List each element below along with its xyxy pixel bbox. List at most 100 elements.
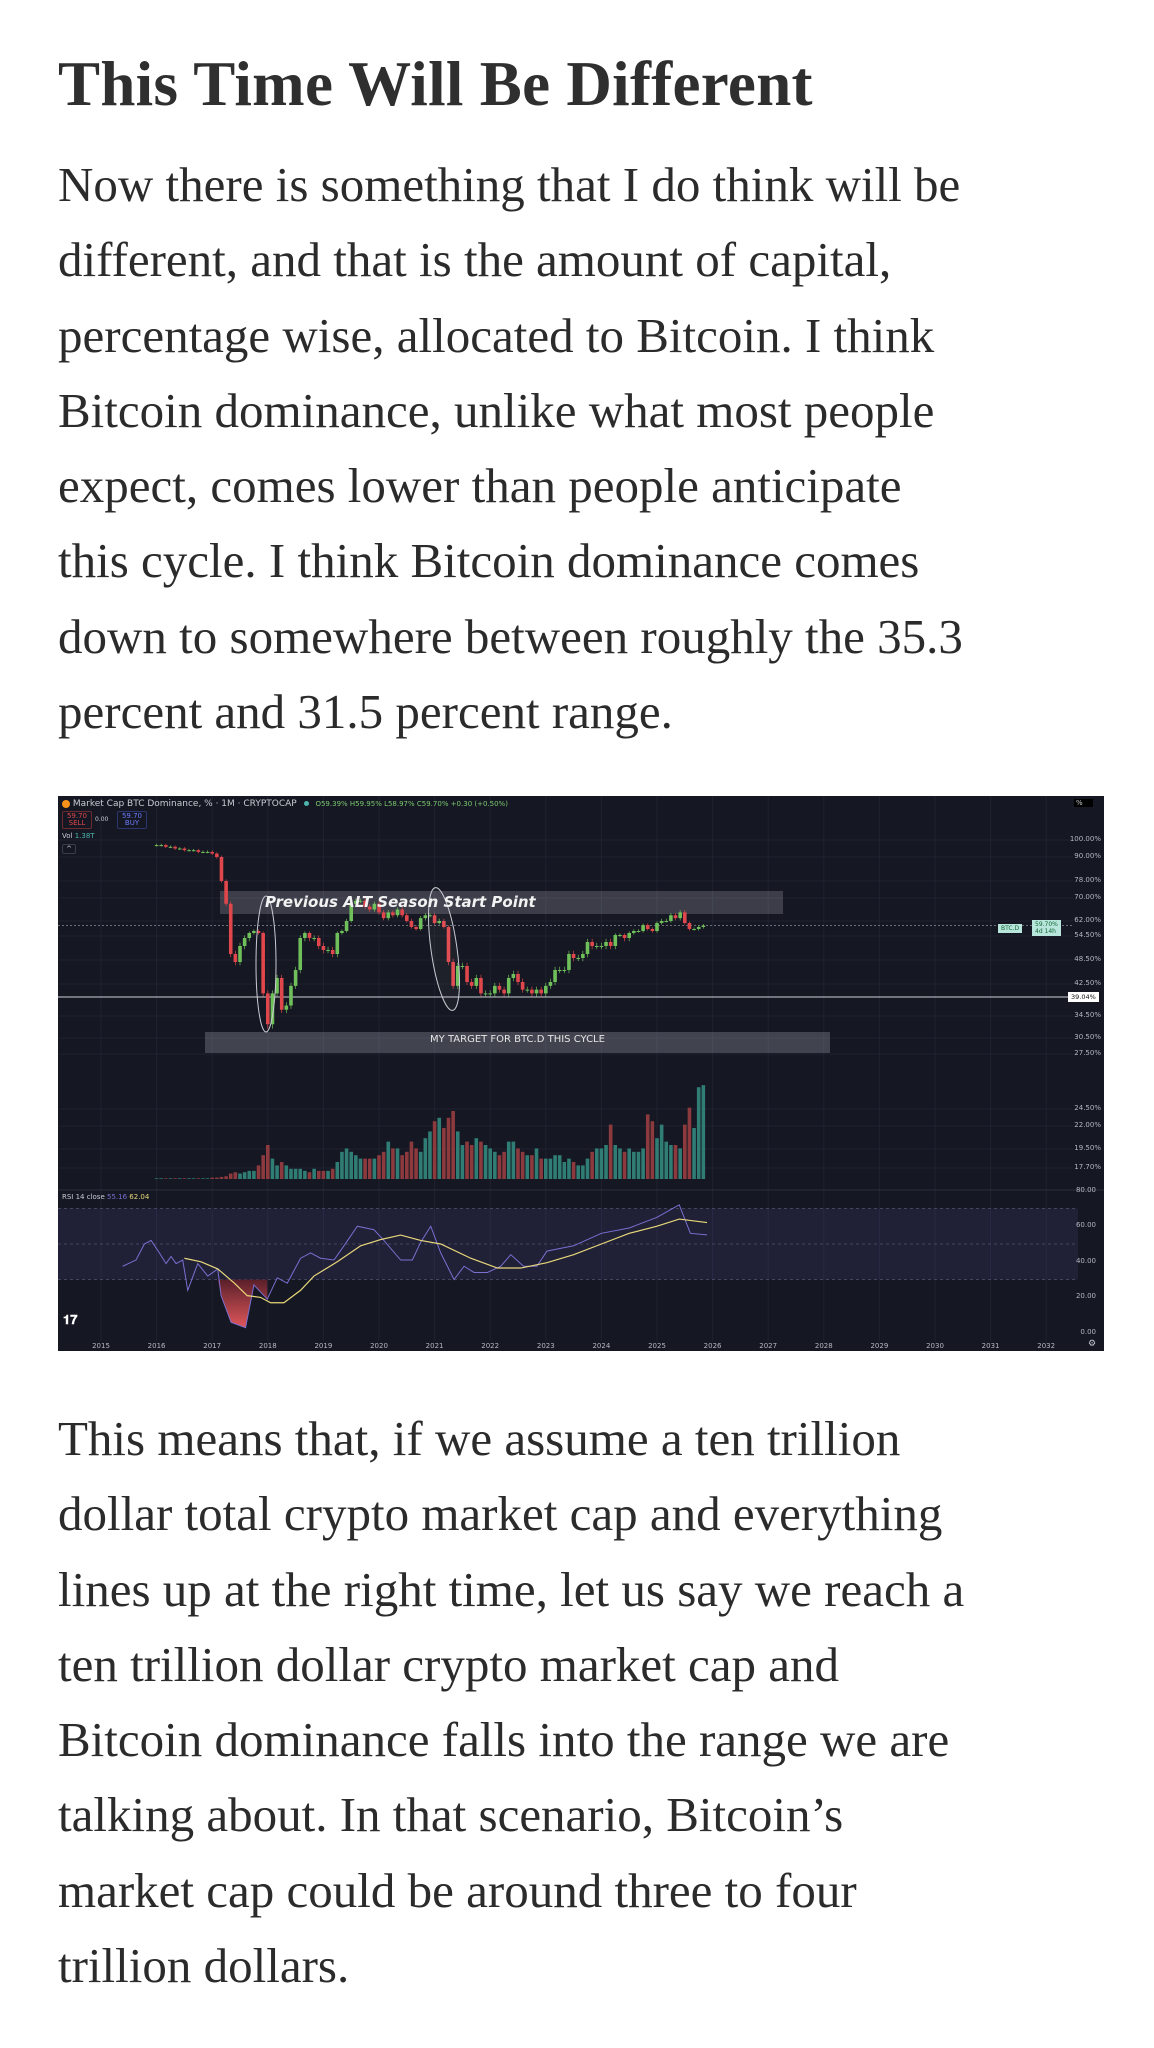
y-tick-label: 62.00%: [1074, 916, 1101, 924]
candle: [497, 985, 502, 990]
candle: [673, 915, 678, 919]
collapse-chevron-up-icon[interactable]: ^: [62, 844, 76, 854]
rsi-value: 55.16: [107, 1193, 128, 1201]
volume-value: 1.38T: [74, 832, 95, 840]
volume-bar: [650, 1121, 655, 1179]
volume-legend: Vol 1.38T: [62, 832, 95, 840]
candle: [446, 927, 451, 962]
rsi-tick-label: 0.00: [1080, 1328, 1096, 1336]
volume-bar: [409, 1141, 414, 1179]
volume-bar: [516, 1148, 520, 1179]
x-tick-label: 2026: [703, 1342, 722, 1350]
article-paragraph-2: This means that, if we assume a ten tril…: [58, 1401, 1118, 2003]
candle: [590, 942, 594, 946]
paragraph-line: ten trillion dollar crypto market cap an…: [58, 1636, 840, 1692]
candle: [659, 921, 664, 923]
sell-button[interactable]: 59.70 SELL: [62, 811, 92, 829]
candle: [405, 915, 409, 921]
volume-bar: [590, 1151, 594, 1179]
volume-bar: [442, 1128, 446, 1179]
candle: [641, 925, 645, 931]
y-tick-label: 42.50%: [1074, 979, 1101, 987]
candle: [469, 982, 474, 986]
candle: [608, 942, 613, 946]
volume-bar: [219, 1176, 224, 1179]
paragraph-line: different, and that is the amount of cap…: [58, 232, 892, 288]
volume-bar: [215, 1177, 219, 1179]
settings-gear-icon[interactable]: ⚙: [1088, 1339, 1097, 1349]
candle: [594, 946, 599, 947]
candle: [344, 921, 349, 931]
candle: [372, 903, 377, 910]
volume-bar: [405, 1151, 409, 1179]
y-tick-label: 48.50%: [1074, 955, 1101, 963]
candle: [289, 985, 293, 1006]
candle: [358, 900, 363, 902]
volume-bar: [581, 1165, 585, 1179]
volume-bar: [594, 1148, 599, 1179]
candle: [567, 954, 571, 970]
volume-bar: [391, 1148, 395, 1179]
candle: [349, 903, 353, 921]
candle: [599, 946, 604, 947]
rsi-ma-line: [184, 1218, 708, 1304]
volume-bar: [673, 1145, 678, 1179]
paragraph-line: trillion dollars.: [58, 1938, 350, 1994]
y-tick-label: 90.00%: [1074, 852, 1101, 860]
volume-bar: [641, 1148, 645, 1179]
rsi-tick-label: 40.00: [1075, 1256, 1096, 1265]
volume-bar: [683, 1124, 687, 1179]
buy-button[interactable]: 59.70 BUY: [117, 811, 147, 829]
paragraph-line: Bitcoin dominance, unlike what most peop…: [58, 382, 935, 438]
candle: [391, 912, 395, 916]
candle: [432, 915, 437, 923]
candle: [256, 931, 261, 933]
candle: [696, 927, 701, 929]
candle: [164, 845, 168, 847]
y-tick-label: 70.00%: [1074, 893, 1101, 901]
sell-price: 59.70: [66, 812, 88, 820]
axis-unit: %: [1074, 799, 1093, 807]
volume-bar: [632, 1151, 636, 1179]
candle: [363, 900, 367, 907]
x-tick-label: 2016: [147, 1342, 166, 1350]
volume-bar: [238, 1173, 242, 1179]
volume-bar: [567, 1158, 571, 1179]
volume-bar: [233, 1172, 238, 1179]
candle: [650, 929, 655, 931]
candle: [242, 938, 247, 946]
candle: [298, 938, 303, 970]
volume-bar: [511, 1141, 516, 1179]
volume-bar: [182, 1178, 187, 1179]
volume-bar: [618, 1148, 622, 1179]
volume-bar: [191, 1178, 196, 1179]
candle: [632, 931, 636, 933]
volume-bar: [363, 1158, 367, 1179]
volume-bar: [446, 1117, 451, 1179]
volume-bar: [664, 1141, 669, 1179]
paragraph-line: this cycle. I think Bitcoin dominance co…: [58, 533, 920, 589]
volume-bar: [372, 1158, 377, 1179]
candle: [506, 978, 511, 994]
volume-bar: [275, 1165, 279, 1179]
candle: [247, 933, 252, 938]
price-tag-value: 59.70%: [1035, 921, 1058, 928]
volume-bar: [303, 1170, 307, 1179]
rsi-legend: RSI 14 close 55.16 62.04: [62, 1193, 149, 1201]
candle: [692, 929, 696, 930]
candle: [460, 966, 465, 967]
volume-bar: [418, 1151, 423, 1179]
volume-bar: [224, 1176, 228, 1179]
candle: [159, 845, 164, 847]
level-tag: 39.04%: [1068, 992, 1099, 1002]
candle: [182, 848, 187, 851]
candle: [400, 909, 404, 916]
y-tick-label: 100.00%: [1069, 835, 1101, 843]
candle: [177, 848, 182, 850]
candle: [423, 915, 428, 919]
volume-bar: [312, 1168, 316, 1179]
volume-bar: [159, 1178, 164, 1179]
candle: [687, 923, 692, 929]
candle: [483, 993, 488, 995]
volume-bar: [576, 1165, 581, 1179]
